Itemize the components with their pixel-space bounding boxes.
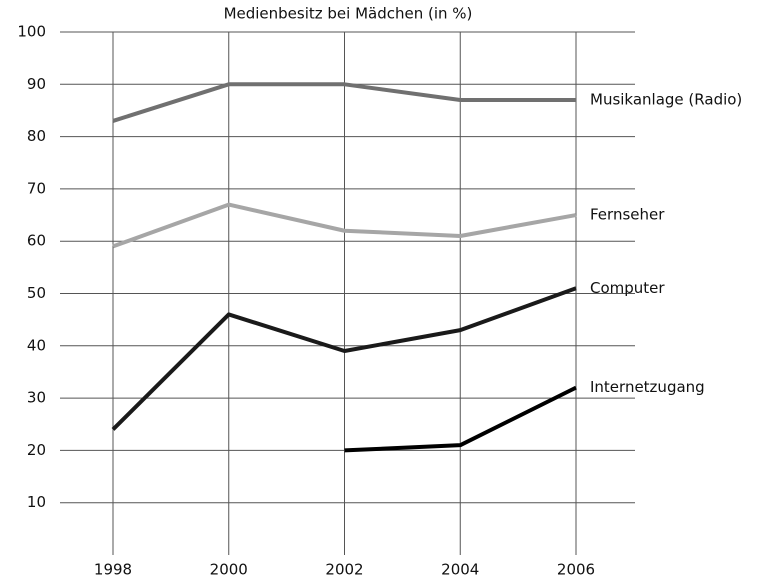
line-series bbox=[112, 82, 576, 123]
y-tick-label: 30 bbox=[27, 389, 46, 407]
line-series bbox=[111, 286, 577, 431]
x-tick-label: 2000 bbox=[210, 561, 248, 579]
line-series bbox=[344, 385, 577, 453]
x-tick-label: 2006 bbox=[557, 561, 595, 579]
x-tick-label: 2004 bbox=[441, 561, 479, 579]
y-tick-label: 20 bbox=[27, 441, 46, 459]
y-tick-label: 70 bbox=[27, 179, 46, 197]
line-series bbox=[112, 202, 577, 249]
y-tick-label: 40 bbox=[27, 336, 46, 354]
series-label: Fernseher bbox=[590, 206, 665, 224]
chart-title: Medienbesitz bei Mädchen (in %) bbox=[224, 5, 473, 23]
x-tick-label: 1998 bbox=[94, 561, 132, 579]
y-tick-label: 50 bbox=[27, 284, 46, 302]
series-label: Computer bbox=[590, 279, 665, 297]
y-tick-label: 10 bbox=[27, 493, 46, 511]
series-label: Internetzugang bbox=[590, 378, 705, 396]
y-tick-label: 80 bbox=[27, 127, 46, 145]
x-tick-label: 2002 bbox=[325, 561, 363, 579]
y-tick-label: 60 bbox=[27, 232, 46, 250]
series-label: Musikanlage (Radio) bbox=[590, 90, 742, 108]
y-tick-label: 100 bbox=[17, 23, 46, 41]
y-tick-label: 90 bbox=[27, 75, 46, 93]
